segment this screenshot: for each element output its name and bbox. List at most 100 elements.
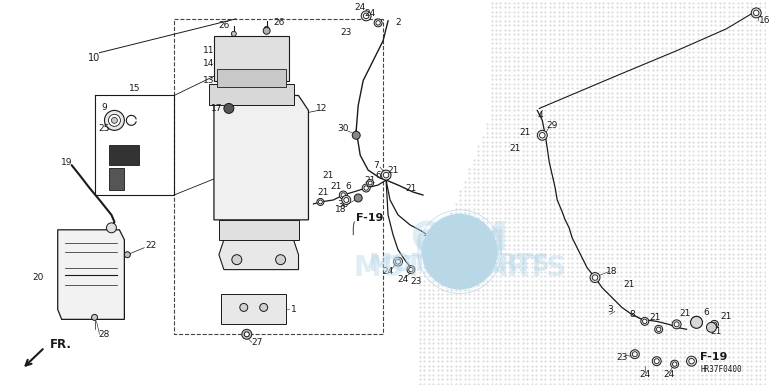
Polygon shape <box>214 95 308 220</box>
Bar <box>217 69 285 87</box>
Circle shape <box>381 170 391 180</box>
Circle shape <box>672 362 677 367</box>
Polygon shape <box>58 230 125 320</box>
Circle shape <box>263 27 270 34</box>
Text: 21: 21 <box>649 313 661 322</box>
Circle shape <box>691 316 703 328</box>
Text: 9: 9 <box>102 103 108 112</box>
Circle shape <box>671 360 678 368</box>
Text: 17: 17 <box>211 104 223 113</box>
Circle shape <box>712 322 717 326</box>
Text: 16: 16 <box>760 16 769 25</box>
Text: 18: 18 <box>335 206 346 214</box>
Circle shape <box>231 31 236 36</box>
Circle shape <box>674 322 679 327</box>
Text: 3: 3 <box>607 305 613 314</box>
Text: 20: 20 <box>32 273 44 282</box>
Circle shape <box>691 316 701 326</box>
Circle shape <box>443 245 448 251</box>
Text: 25: 25 <box>98 124 110 133</box>
Circle shape <box>420 212 500 291</box>
Text: 14: 14 <box>203 59 215 68</box>
Text: HR37F0400: HR37F0400 <box>701 365 742 373</box>
Circle shape <box>652 357 661 366</box>
Text: 30: 30 <box>338 201 349 209</box>
Circle shape <box>339 191 348 199</box>
Circle shape <box>654 359 659 363</box>
Circle shape <box>364 186 368 190</box>
Circle shape <box>441 243 451 253</box>
Text: 23: 23 <box>410 277 421 286</box>
Text: 13: 13 <box>203 76 215 85</box>
Circle shape <box>657 327 661 331</box>
Text: 10: 10 <box>88 53 101 63</box>
Text: 2: 2 <box>395 18 401 27</box>
Text: 21: 21 <box>623 280 634 289</box>
Text: 21: 21 <box>422 235 434 244</box>
Circle shape <box>317 199 324 206</box>
Text: OEM: OEM <box>411 221 509 259</box>
Circle shape <box>654 325 663 333</box>
Circle shape <box>538 130 548 140</box>
Circle shape <box>367 179 374 186</box>
Text: 12: 12 <box>316 104 327 113</box>
Text: 21: 21 <box>711 327 722 336</box>
Circle shape <box>643 319 647 323</box>
Text: 18: 18 <box>606 267 618 276</box>
Circle shape <box>592 275 598 280</box>
Text: 21: 21 <box>520 128 531 137</box>
Circle shape <box>105 110 125 130</box>
Circle shape <box>395 259 401 264</box>
Text: 28: 28 <box>98 330 110 339</box>
Text: 6: 6 <box>345 182 351 191</box>
Circle shape <box>318 200 322 204</box>
Circle shape <box>631 350 639 359</box>
Text: F-19: F-19 <box>356 213 384 223</box>
Circle shape <box>590 273 600 283</box>
Text: 21: 21 <box>510 144 521 153</box>
Circle shape <box>632 352 638 357</box>
Text: 21: 21 <box>365 176 376 184</box>
Text: 5: 5 <box>433 253 438 262</box>
Text: 6: 6 <box>704 308 709 317</box>
Circle shape <box>112 117 118 123</box>
Circle shape <box>341 193 345 197</box>
Text: 30: 30 <box>338 124 349 133</box>
Circle shape <box>694 319 699 324</box>
Bar <box>209 84 294 105</box>
Circle shape <box>409 268 413 272</box>
Circle shape <box>108 114 121 126</box>
Text: 24: 24 <box>355 3 366 12</box>
Circle shape <box>375 19 382 27</box>
Circle shape <box>125 252 131 258</box>
Circle shape <box>422 214 498 290</box>
Text: 29: 29 <box>547 121 558 130</box>
Text: 8: 8 <box>629 310 634 319</box>
Text: 21: 21 <box>679 309 691 318</box>
Circle shape <box>383 172 389 178</box>
Text: 23: 23 <box>616 353 628 362</box>
Circle shape <box>707 322 717 332</box>
Circle shape <box>689 358 694 364</box>
Circle shape <box>275 255 285 264</box>
Text: 21: 21 <box>388 166 398 175</box>
Circle shape <box>265 26 269 31</box>
Text: FR.: FR. <box>50 338 72 351</box>
Circle shape <box>364 13 369 18</box>
Bar <box>221 295 285 324</box>
Text: 24: 24 <box>382 267 394 276</box>
Circle shape <box>394 257 402 266</box>
Circle shape <box>231 255 241 264</box>
Text: 1: 1 <box>291 305 296 314</box>
Circle shape <box>245 332 249 337</box>
Text: 19: 19 <box>61 157 72 167</box>
Circle shape <box>368 181 372 185</box>
Circle shape <box>352 131 360 139</box>
Circle shape <box>240 303 248 311</box>
Text: MOTORPARTS: MOTORPARTS <box>369 252 551 276</box>
Text: 21: 21 <box>405 184 417 192</box>
Circle shape <box>355 194 362 202</box>
Text: 27: 27 <box>251 338 262 347</box>
Text: 24: 24 <box>639 370 651 378</box>
Text: 21: 21 <box>452 253 464 262</box>
